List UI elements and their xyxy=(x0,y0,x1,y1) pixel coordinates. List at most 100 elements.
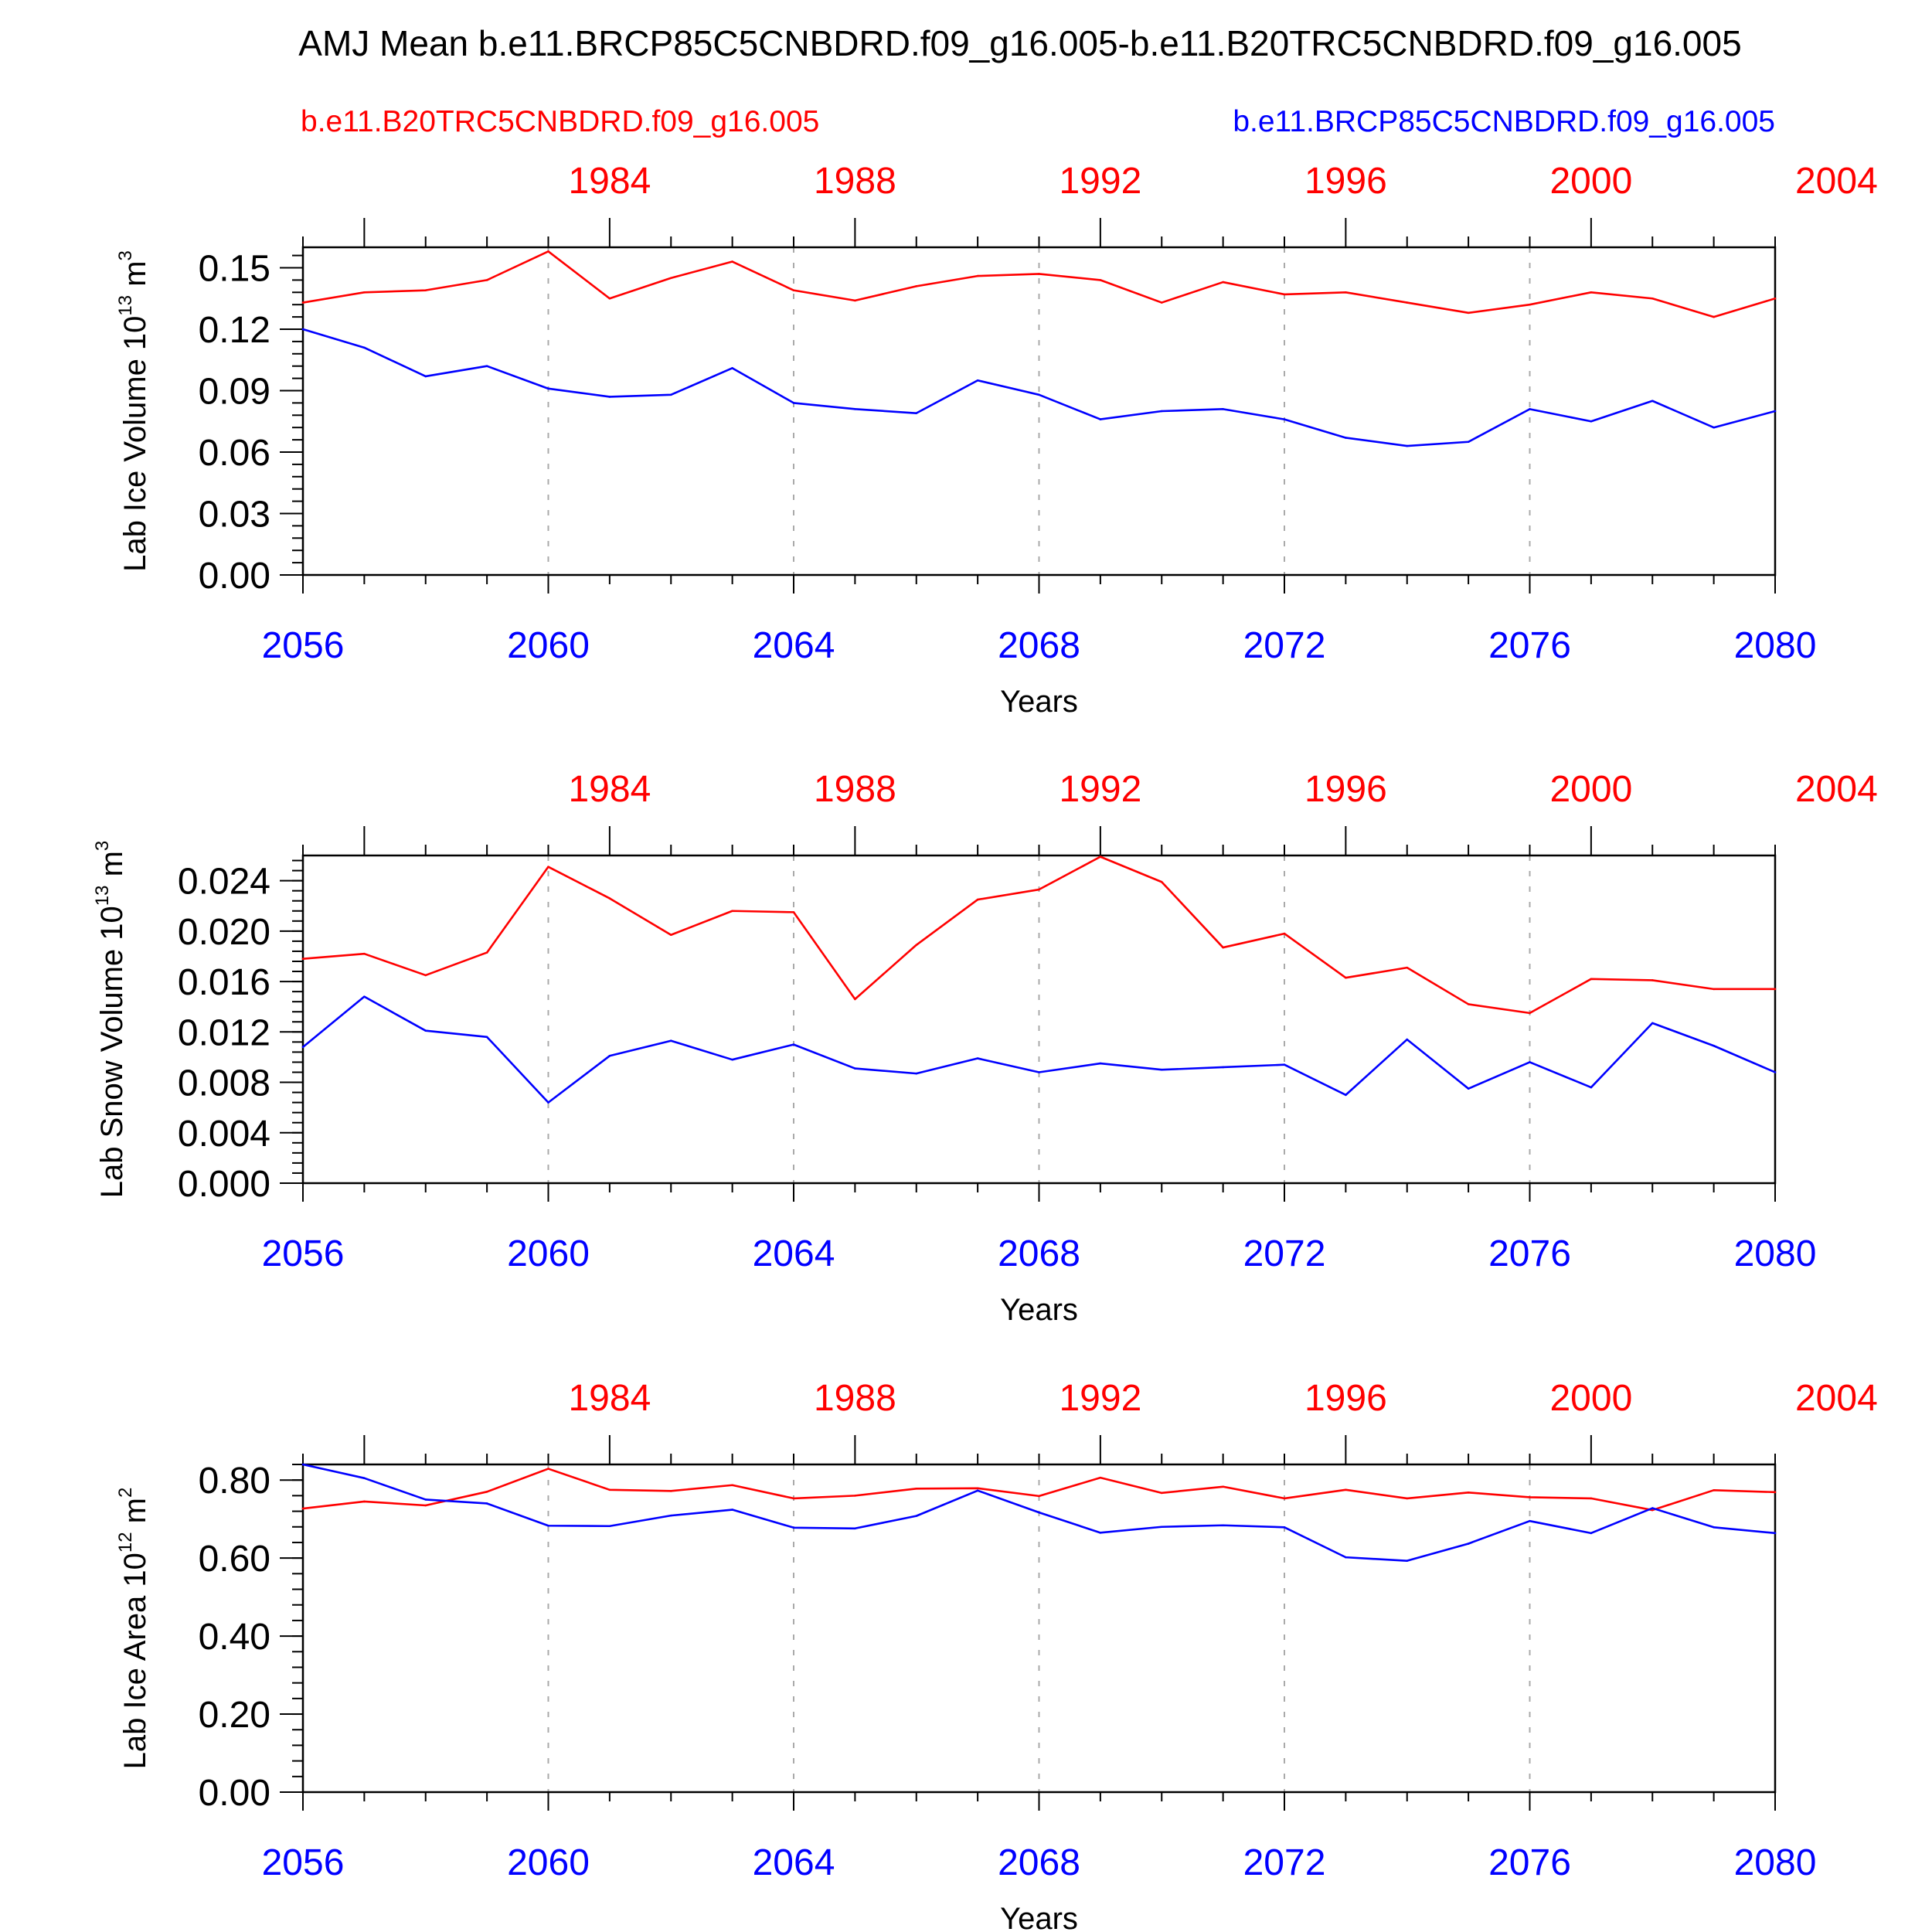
y-axis-title-superscript: 3 xyxy=(92,841,113,851)
x-top-tick-label: 1988 xyxy=(814,1378,896,1419)
x-bottom-tick-label: 2068 xyxy=(998,1842,1080,1883)
data-point-future xyxy=(1283,1063,1286,1066)
data-point-historical xyxy=(1467,1492,1470,1494)
data-point-future xyxy=(1713,1044,1715,1047)
x-bottom-tick-label: 2056 xyxy=(262,1842,345,1883)
data-point-historical xyxy=(1529,1496,1531,1498)
data-point-historical xyxy=(1713,315,1715,318)
data-point-future xyxy=(608,1054,611,1057)
data-point-historical xyxy=(669,1490,672,1492)
x-bottom-tick-label: 2056 xyxy=(262,625,345,666)
data-point-future xyxy=(1529,1061,1531,1063)
y-tick-label: 0.60 xyxy=(199,1539,270,1580)
data-point-historical xyxy=(1222,946,1224,949)
data-point-historical xyxy=(1222,1485,1224,1488)
data-point-historical xyxy=(1651,297,1654,300)
data-point-future xyxy=(424,1029,427,1032)
x-bottom-tick-label: 2068 xyxy=(998,1233,1080,1274)
data-point-historical xyxy=(915,285,918,287)
series-line-historical xyxy=(302,1468,1776,1512)
data-point-historical xyxy=(1099,279,1102,281)
data-point-future xyxy=(1774,410,1777,413)
x-top-tick-label: 1988 xyxy=(814,161,896,202)
data-point-historical xyxy=(485,951,488,954)
data-point-historical xyxy=(608,897,611,900)
data-point-future xyxy=(854,408,856,410)
data-point-historical xyxy=(363,291,366,294)
data-point-historical xyxy=(424,974,427,977)
data-point-future xyxy=(854,1527,856,1530)
data-point-historical xyxy=(1160,880,1163,883)
data-point-future xyxy=(915,1515,918,1517)
data-point-historical xyxy=(1283,1497,1286,1500)
data-point-future xyxy=(485,1502,488,1505)
y-axis-title-superscript: 3 xyxy=(115,250,136,260)
y-tick-label: 0.12 xyxy=(199,310,270,351)
y-tick-label: 0.012 xyxy=(178,1012,270,1053)
y-tick-label: 0.40 xyxy=(199,1617,270,1658)
data-point-future xyxy=(1406,1560,1409,1562)
data-point-future xyxy=(1590,1086,1593,1089)
data-point-historical xyxy=(1406,966,1409,969)
data-point-historical xyxy=(547,250,549,253)
data-point-historical xyxy=(1345,976,1347,979)
data-point-future xyxy=(547,387,549,390)
data-point-future xyxy=(1529,408,1531,410)
x-axis-title: Years xyxy=(1000,685,1078,719)
data-point-future xyxy=(547,1101,549,1104)
data-point-future xyxy=(1099,1062,1102,1065)
y-axis-title-part: Lab Snow Volume 10 xyxy=(95,906,129,1198)
x-bottom-tick-label: 2060 xyxy=(507,1842,590,1883)
data-point-future xyxy=(915,412,918,414)
x-top-tick-label: 1984 xyxy=(568,161,651,202)
x-top-tick-label: 1992 xyxy=(1059,1378,1141,1419)
data-point-future xyxy=(485,365,488,368)
data-point-future xyxy=(363,1477,366,1479)
data-point-historical xyxy=(1099,1476,1102,1479)
data-point-future xyxy=(792,402,795,404)
y-axis-title-part: m xyxy=(118,1498,152,1532)
data-point-future xyxy=(1099,1532,1102,1534)
data-point-historical xyxy=(608,1488,611,1492)
data-point-future xyxy=(1160,1526,1163,1529)
y-axis-title: Lab Snow Volume 1013 m3 xyxy=(92,841,129,1199)
data-point-future xyxy=(976,1057,979,1060)
x-top-tick-label: 1988 xyxy=(814,769,896,810)
x-bottom-tick-label: 2076 xyxy=(1488,625,1571,666)
x-bottom-tick-label: 2080 xyxy=(1734,1842,1817,1883)
y-tick-label: 0.008 xyxy=(178,1063,270,1104)
data-point-historical xyxy=(1160,1492,1163,1495)
data-point-future xyxy=(608,396,611,398)
data-point-future xyxy=(1774,1071,1777,1073)
y-tick-label: 0.004 xyxy=(178,1114,270,1155)
x-top-tick-label: 2004 xyxy=(1795,161,1878,202)
y-tick-label: 0.80 xyxy=(199,1461,270,1502)
data-point-future xyxy=(424,1498,427,1501)
data-point-historical xyxy=(1774,988,1777,991)
x-bottom-tick-label: 2064 xyxy=(753,625,835,666)
chart-panel-2: 2056 2060 2064 2068 2072 2076 2080 1984 1988 1992… xyxy=(92,769,1878,1327)
y-tick-label: 0.06 xyxy=(199,433,270,474)
data-point-future xyxy=(1590,420,1593,423)
data-point-future xyxy=(301,1463,304,1466)
data-point-historical xyxy=(1774,297,1777,300)
x-bottom-tick-label: 2080 xyxy=(1734,1233,1817,1274)
legend-label-future: b.e11.BRCP85C5CNBDRD.f09_g16.005 xyxy=(1233,105,1775,138)
data-point-future xyxy=(1283,418,1286,420)
data-point-future xyxy=(547,1524,549,1527)
data-point-historical xyxy=(792,911,795,913)
x-top-tick-label: 2000 xyxy=(1549,769,1632,810)
data-point-historical xyxy=(1590,1497,1593,1500)
y-tick-label: 0.00 xyxy=(199,556,270,597)
data-point-historical xyxy=(669,277,672,280)
data-point-future xyxy=(731,367,733,369)
data-point-historical xyxy=(1713,1489,1715,1492)
data-point-future xyxy=(1283,1526,1286,1529)
data-point-future xyxy=(854,1067,856,1070)
x-top-tick-label: 2000 xyxy=(1549,1378,1632,1419)
data-point-future xyxy=(1038,1071,1040,1073)
data-point-future xyxy=(1406,444,1409,447)
data-point-historical xyxy=(1713,988,1715,991)
data-point-future xyxy=(485,1036,488,1039)
data-point-future xyxy=(669,1039,672,1043)
